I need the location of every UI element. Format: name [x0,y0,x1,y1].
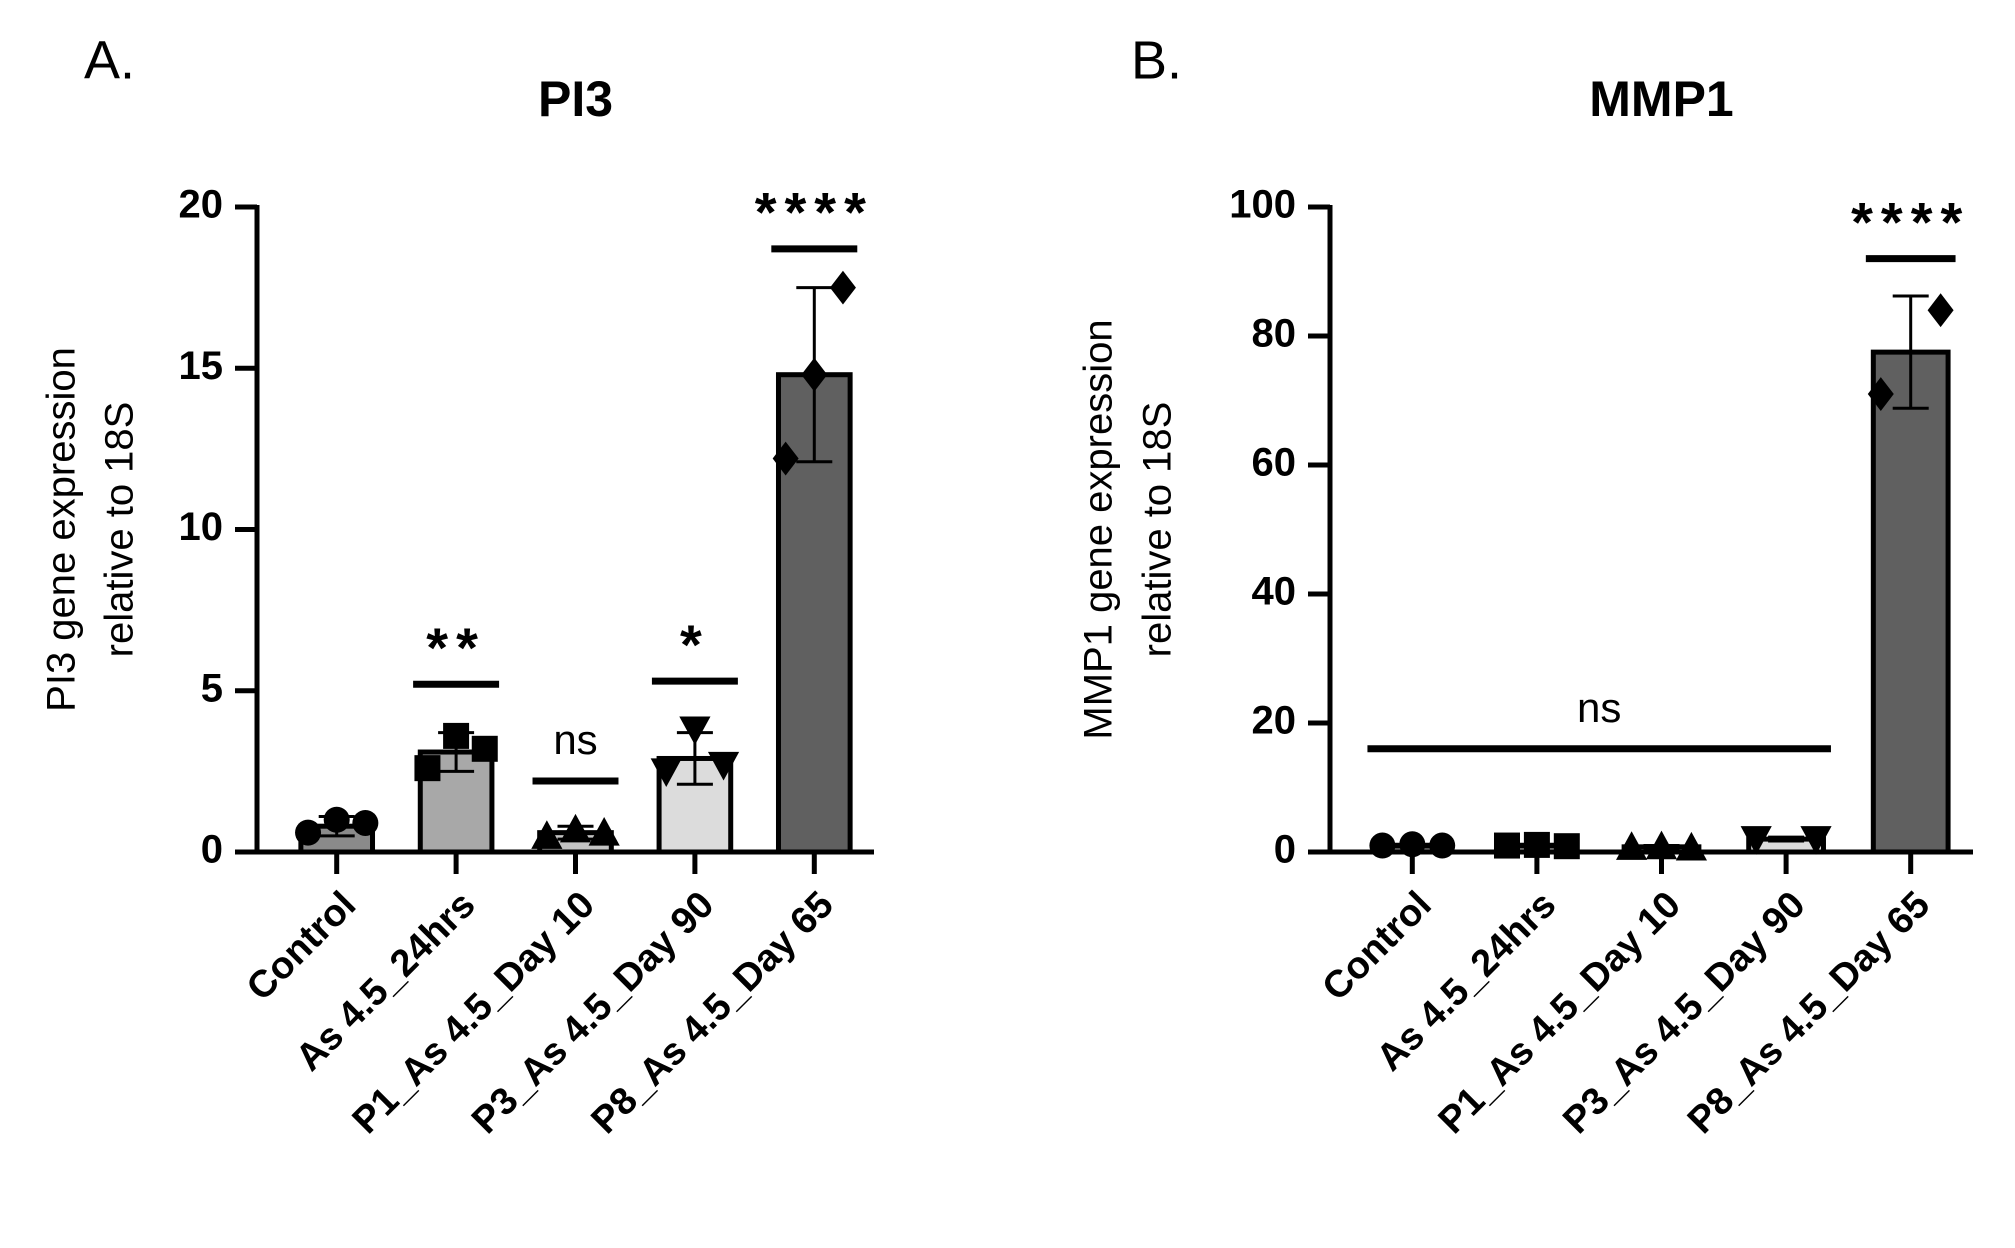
y-tick-label: 0 [201,828,223,872]
panel: B. MMP1 MMP1 gene expression relative to 18… [1077,30,1973,1142]
point [443,722,470,749]
point [1493,832,1520,859]
point [323,806,350,833]
point [707,751,740,781]
point [679,716,711,746]
y-tick-label: 0 [1274,828,1296,872]
point [1553,833,1580,860]
significance-label: ns [1577,684,1621,731]
bar [1870,349,1951,855]
panel-letter: A. [84,30,135,90]
x-tick-label: P8_As 4.5_Day 65 [1680,884,1938,1142]
significance-label: ns [553,716,597,763]
point [1429,832,1456,859]
point [352,809,379,836]
point [1369,832,1396,859]
point [471,735,498,762]
x-tick-label: P1_As 4.5_Day 10 [1431,884,1689,1142]
point [414,755,441,782]
y-axis-label: relative to 18S [98,402,142,658]
point [559,813,592,843]
y-tick-label: 20 [1252,699,1297,743]
y-axis-label: relative to 18S [1136,402,1180,658]
significance-label: **** [1851,190,1970,253]
y-tick-label: 10 [179,505,224,549]
point [295,819,322,846]
point [801,357,828,392]
panel-letter: B. [1131,30,1182,90]
significance-label: ** [426,616,486,679]
point [1740,826,1772,855]
x-tick-label: Control [1315,884,1440,1009]
chart-title: PI3 [538,71,613,127]
significance-label: * [680,613,710,676]
y-tick-label: 15 [179,344,224,388]
y-tick-label: 80 [1252,312,1297,356]
panel: A. PI3 PI3 gene expression relative to 18S 0… [40,30,874,1142]
y-tick-label: 60 [1252,441,1297,485]
y-tick-label: 100 [1229,183,1296,227]
point [650,758,682,787]
point [1867,377,1894,411]
point [1800,826,1832,855]
chart-title: MMP1 [1589,71,1733,127]
x-tick-label: Control [239,884,364,1009]
y-axis-label: PI3 gene expression [40,347,84,712]
y-tick-label: 5 [201,666,223,710]
point [1927,293,1954,328]
point [588,817,620,846]
y-tick-label: 40 [1252,570,1297,614]
y-tick-label: 20 [179,183,224,227]
y-axis-label: MMP1 gene expression [1077,319,1121,739]
x-tick-label: P3_As 4.5_Day 90 [1555,884,1813,1142]
point [772,441,799,476]
point [829,270,856,305]
significance-label: **** [755,181,874,244]
point [531,820,563,849]
